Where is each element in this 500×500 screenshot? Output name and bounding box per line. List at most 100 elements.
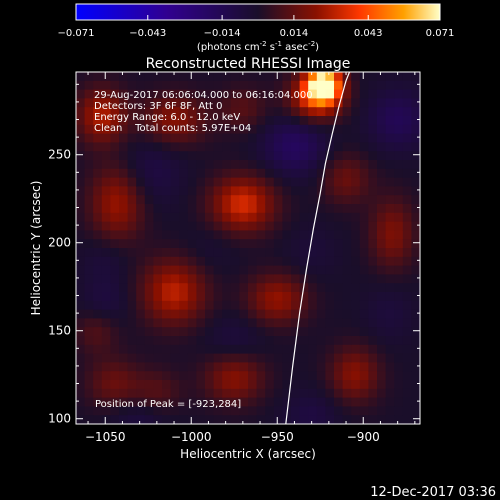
heatmap-cell xyxy=(351,239,361,249)
heatmap-cell xyxy=(359,406,369,416)
heatmap-cell xyxy=(205,283,215,293)
heatmap-cell xyxy=(308,72,318,82)
heatmap-cell xyxy=(385,256,395,267)
heatmap-cell xyxy=(205,344,215,355)
heatmap-cell xyxy=(256,72,266,82)
heatmap-cell xyxy=(402,230,412,240)
heatmap-cell xyxy=(342,89,352,99)
heatmap-cell xyxy=(351,353,361,363)
heatmap-cell xyxy=(162,212,172,223)
heatmap-cell xyxy=(239,142,249,152)
heatmap-cell xyxy=(144,248,154,258)
heatmap-cell xyxy=(248,388,258,399)
heatmap-cell xyxy=(213,327,223,337)
heatmap-cell xyxy=(359,124,369,135)
heatmap-cell xyxy=(394,256,404,267)
heatmap-cell xyxy=(187,397,197,407)
heatmap-cell xyxy=(196,151,206,161)
heatmap-cell xyxy=(101,256,111,267)
heatmap-cell xyxy=(351,204,361,214)
heatmap-cell xyxy=(273,292,283,302)
heatmap-cell xyxy=(411,133,420,143)
heatmap-cell xyxy=(119,283,129,293)
heatmap-cell xyxy=(351,371,361,381)
heatmap-cell xyxy=(368,116,378,126)
heatmap-cell xyxy=(222,142,232,152)
y-tick-label: 100 xyxy=(48,412,71,426)
heatmap-cell xyxy=(222,380,232,390)
heatmap-cell xyxy=(282,362,292,372)
heatmap-cell xyxy=(179,336,189,346)
heatmap-cell xyxy=(222,292,232,302)
heatmap-cell xyxy=(248,309,258,319)
heatmap-cell xyxy=(308,168,318,179)
heatmap-cell xyxy=(351,133,361,143)
heatmap-cell xyxy=(342,274,352,284)
heatmap-cell xyxy=(187,133,197,143)
heatmap-cell xyxy=(325,274,335,284)
heatmap-cell xyxy=(325,230,335,240)
heatmap-cell xyxy=(230,133,240,143)
heatmap-cell xyxy=(179,133,189,143)
heatmap-cell xyxy=(76,265,86,275)
heatmap-cell xyxy=(411,177,420,187)
heatmap-cell xyxy=(265,344,275,355)
heatmap-cell xyxy=(196,353,206,363)
heatmap-cell xyxy=(342,362,352,372)
heatmap-cell xyxy=(359,186,369,196)
heatmap-cell xyxy=(359,212,369,223)
heatmap-cell xyxy=(127,204,137,214)
heatmap-cell xyxy=(110,212,120,223)
heatmap-cell xyxy=(127,124,137,135)
heatmap-cell xyxy=(110,283,120,293)
heatmap-cell xyxy=(144,336,154,346)
heatmap-cell xyxy=(256,265,266,275)
heatmap-cell xyxy=(119,292,129,302)
heatmap-cell xyxy=(299,406,309,416)
heatmap-cell xyxy=(377,168,387,179)
heatmap-cell xyxy=(127,265,137,275)
plot-frame xyxy=(75,71,421,425)
heatmap-cell xyxy=(265,168,275,179)
heatmap-cell xyxy=(230,283,240,293)
heatmap-cell xyxy=(101,292,111,302)
heatmap-cell xyxy=(273,151,283,161)
heatmap-cell xyxy=(334,371,344,381)
heatmap-cell xyxy=(325,309,335,319)
heatmap-cell xyxy=(265,160,275,170)
heatmap-cell xyxy=(316,124,326,135)
heatmap-cell xyxy=(84,142,94,152)
heatmap-cell xyxy=(196,362,206,372)
heatmap-cell xyxy=(196,415,206,424)
heatmap-cell xyxy=(248,344,258,355)
heatmap-cell xyxy=(248,415,258,424)
heatmap-cell xyxy=(153,160,163,170)
heatmap-cell xyxy=(119,300,129,311)
heatmap-cell xyxy=(205,160,215,170)
heatmap-cell xyxy=(291,318,301,328)
heatmap-cell xyxy=(196,204,206,214)
heatmap-cell xyxy=(402,344,412,355)
heatmap-cell xyxy=(359,142,369,152)
heatmap-cell xyxy=(385,292,395,302)
heatmap-cell xyxy=(222,168,232,179)
heatmap-cell xyxy=(299,72,309,82)
heatmap-cell xyxy=(308,151,318,161)
heatmap-cell xyxy=(299,300,309,311)
heatmap-cell xyxy=(101,415,111,424)
heatmap-cell xyxy=(248,98,258,108)
heatmap-cell xyxy=(170,353,180,363)
heatmap-cell xyxy=(170,371,180,381)
heatmap-cell xyxy=(84,195,94,205)
heatmap-cell xyxy=(394,318,404,328)
heatmap-cell xyxy=(394,327,404,337)
heatmap-cell xyxy=(153,116,163,126)
heatmap-cell xyxy=(239,186,249,196)
heatmap-cell xyxy=(411,344,420,355)
heatmap-cell xyxy=(385,318,395,328)
heatmap-cell xyxy=(213,186,223,196)
heatmap-cell xyxy=(136,168,146,179)
heatmap-cell xyxy=(308,406,318,416)
heatmap-cell xyxy=(402,72,412,82)
heatmap-cell xyxy=(153,300,163,311)
